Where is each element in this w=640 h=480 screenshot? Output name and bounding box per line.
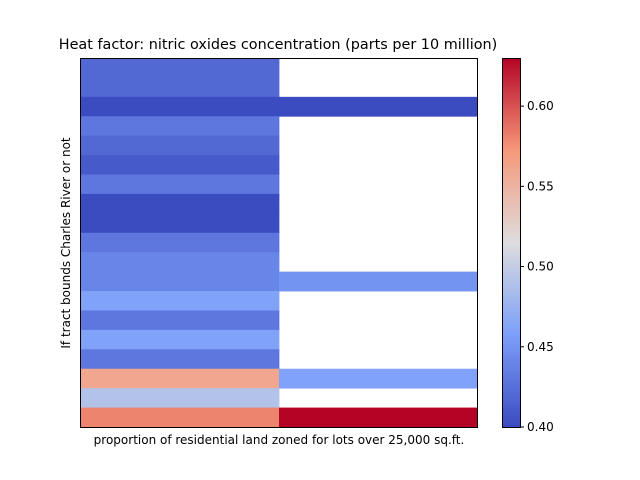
heatmap-cell	[81, 349, 280, 370]
heatmap-cell	[81, 77, 280, 98]
heatmap-cell	[81, 271, 280, 292]
colorbar-tick-label: 0.45	[527, 340, 554, 354]
heatmap-cell	[81, 213, 280, 234]
heatmap-cell	[81, 135, 280, 156]
colorbar-frame	[502, 58, 521, 428]
heatmap-cell	[81, 252, 280, 273]
heatmap-cell	[81, 232, 280, 253]
heatmap-cell	[279, 368, 478, 389]
heatmap-cell	[81, 407, 280, 428]
heatmap-cell	[81, 368, 280, 389]
plot-frame	[80, 58, 478, 428]
colorbar-tick-label: 0.55	[527, 179, 554, 193]
x-axis-label: proportion of residential land zoned for…	[94, 433, 465, 447]
heatmap-cell	[279, 407, 478, 428]
heatmap-cell	[81, 291, 280, 311]
colorbar-tick-label: 0.50	[527, 260, 554, 274]
heatmap-cells	[81, 58, 478, 428]
colorbar	[502, 58, 520, 427]
heatmap-cell	[279, 96, 478, 117]
heatmap-cell	[81, 174, 280, 195]
heatmap-cell	[81, 310, 280, 331]
heatmap-cell	[81, 155, 280, 175]
heatmap-cell	[81, 58, 280, 78]
heatmap-cell	[81, 96, 280, 117]
y-axis-label: If tract bounds Charles River or not	[59, 137, 73, 349]
heatmap-cell	[81, 388, 280, 408]
heatmap-cell	[279, 271, 478, 292]
heatmap-cell	[81, 116, 280, 137]
colorbar-tick-label: 0.40	[527, 420, 554, 434]
heatmap-cell	[81, 329, 280, 350]
heatmap-cell	[81, 193, 280, 214]
colorbar-tick-label: 0.60	[527, 99, 554, 113]
chart-title: Heat factor: nitric oxides concentration…	[59, 37, 498, 53]
colorbar-ticks: 0.40 0.45 0.50 0.55 0.60	[520, 99, 554, 434]
